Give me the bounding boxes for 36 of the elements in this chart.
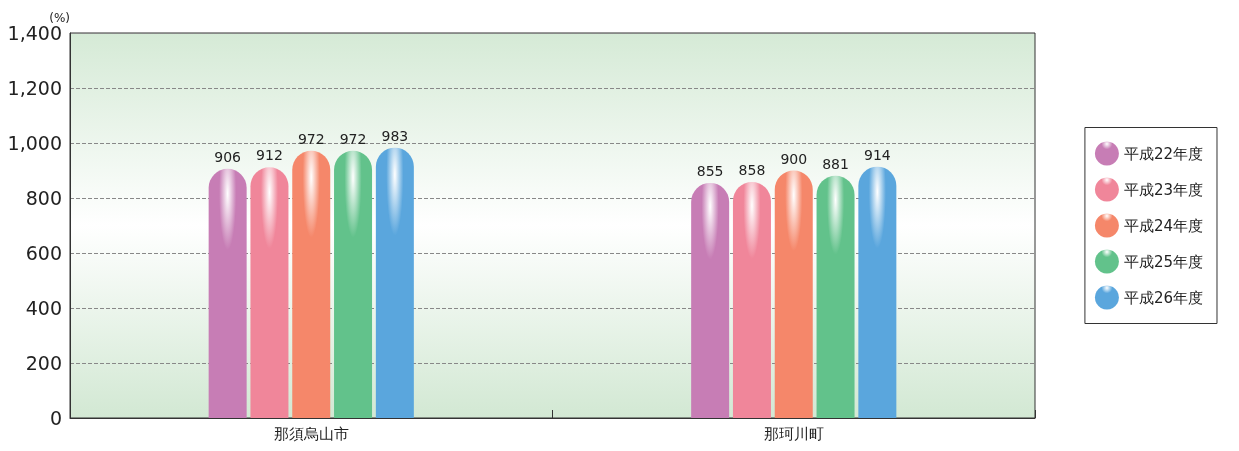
y-tick-label: 400	[25, 297, 62, 319]
data-label: 972	[339, 130, 367, 147]
data-label: 914	[863, 146, 891, 163]
y-tick-label: 200	[25, 352, 62, 374]
data-label: 972	[297, 130, 325, 147]
bar	[858, 166, 897, 418]
y-tick-label: 1,200	[7, 77, 62, 99]
y-tick-label: 600	[25, 242, 62, 264]
y-tick-label: 800	[25, 187, 62, 209]
bar	[732, 182, 771, 418]
legend-label: 平成24年度	[1123, 216, 1204, 235]
data-label: 983	[381, 127, 409, 144]
x-tick-label: 那珂川町	[763, 424, 824, 443]
legend-label: 平成25年度	[1123, 252, 1204, 271]
x-tick-label: 那須烏山市	[273, 424, 349, 443]
data-label: 900	[780, 150, 808, 167]
legend-label: 平成22年度	[1123, 144, 1204, 163]
data-label: 912	[256, 147, 283, 164]
bar	[691, 182, 730, 418]
bar	[208, 168, 247, 418]
legend-label: 平成26年度	[1123, 288, 1204, 307]
data-label: 881	[822, 155, 849, 172]
y-axis-title: (%)	[49, 10, 70, 25]
data-label: 906	[214, 148, 242, 165]
y-tick-label: 1,000	[7, 132, 62, 154]
data-label: 855	[696, 162, 724, 179]
bar	[250, 167, 289, 418]
bar	[816, 175, 855, 418]
bar	[334, 150, 373, 418]
legend-label: 平成23年度	[1123, 180, 1204, 199]
y-tick-label: 1,400	[7, 22, 62, 44]
data-label: 858	[738, 162, 766, 179]
bar	[292, 150, 331, 418]
bar	[375, 147, 414, 418]
y-tick-label: 0	[49, 407, 62, 429]
bar	[774, 170, 813, 418]
